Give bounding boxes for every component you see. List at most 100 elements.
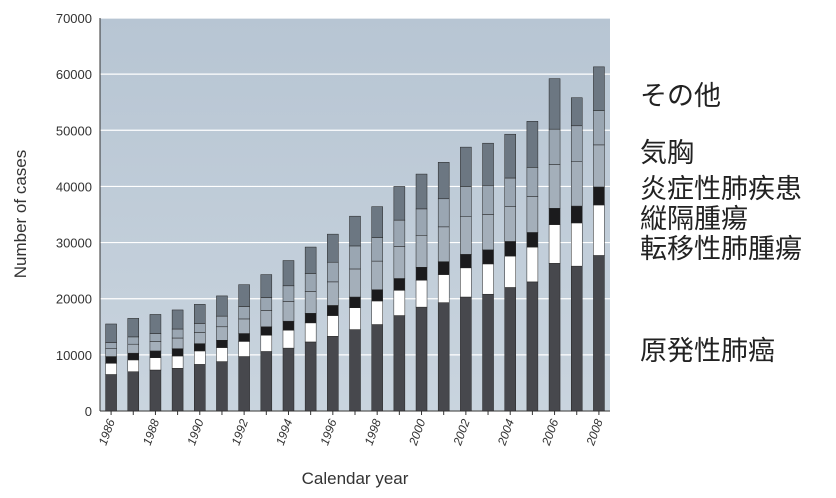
bar-segment [304, 322, 317, 343]
legend-label: 縦隔腫瘍 [640, 204, 748, 234]
bar-segment [304, 273, 317, 292]
bar-segment [504, 133, 516, 179]
bar-segment [171, 328, 184, 339]
bar-segment [548, 224, 561, 264]
bar-segment [460, 267, 472, 298]
bar-segment [371, 300, 383, 325]
bar-segment [149, 341, 162, 352]
bar-segment [349, 268, 361, 298]
legend-label: 気胸 [640, 138, 694, 168]
bar-segment [393, 290, 406, 316]
bar-segment [216, 347, 228, 362]
bar-segment [349, 296, 361, 308]
bar-segment [393, 315, 406, 412]
bar-segment [593, 66, 605, 111]
bar-segment [349, 245, 361, 270]
bar-segment [327, 305, 339, 316]
bar-segment [504, 177, 516, 207]
bar-segment [415, 173, 428, 210]
bar-segment [216, 326, 228, 341]
bar-segment [194, 332, 206, 344]
bar-segment [171, 368, 184, 412]
bar-segment [393, 246, 406, 279]
y-axis-label: Number of cases [11, 150, 30, 279]
bar-segment [482, 249, 494, 265]
bar-segment [570, 205, 583, 224]
bar-segment [460, 186, 472, 217]
x-tick-label: 2000 [406, 417, 429, 448]
bar-segment [282, 260, 295, 287]
bar-segment [105, 356, 117, 364]
bar-segment [504, 241, 516, 257]
x-tick-label: 1994 [273, 417, 295, 447]
bar-segment [238, 318, 250, 334]
bar-segment [393, 278, 406, 291]
bar-segment [460, 254, 472, 269]
bar-segment [593, 186, 605, 206]
bar-segment [171, 309, 184, 330]
bar-segment [282, 301, 295, 322]
bar-segment [194, 350, 206, 365]
bar-segment [304, 313, 317, 324]
bar-segment [570, 125, 583, 162]
bar-segment [127, 343, 140, 354]
bar-segment [327, 281, 339, 306]
bar-segment [105, 363, 117, 375]
bar-segment [437, 226, 450, 262]
bar-segment [460, 296, 472, 412]
bar-segment [526, 167, 539, 197]
bar-segment [260, 274, 273, 298]
bar-segment [194, 343, 206, 352]
bar-segment [327, 315, 339, 337]
y-tick-label: 0 [85, 404, 92, 419]
bar-segment [171, 337, 184, 349]
bar-segment [149, 350, 162, 358]
bar-segment [415, 306, 428, 412]
bar-segment [593, 204, 605, 256]
bar-segment [460, 216, 472, 255]
y-tick-label: 50000 [56, 123, 92, 138]
bar-segment [127, 352, 140, 361]
bar-segment [127, 336, 140, 345]
bar-segment [504, 206, 516, 242]
y-tick-label: 20000 [56, 292, 92, 307]
x-tick-label: 1996 [317, 417, 339, 447]
bar-segment [349, 215, 361, 247]
bar-segment [149, 333, 162, 342]
bar-segment [415, 235, 428, 268]
bar-segment [548, 164, 561, 209]
bar-segment [238, 333, 250, 342]
bar-segment [282, 285, 295, 302]
bar-segment [593, 110, 605, 146]
x-axis-label: Calendar year [302, 469, 409, 488]
bar-segment [504, 255, 516, 288]
bar-segment [105, 374, 117, 412]
bar-segment [482, 214, 494, 251]
bar-segment [260, 310, 273, 328]
bar-segment [127, 318, 140, 338]
bar-segment [526, 281, 539, 412]
bar-segment [260, 334, 273, 352]
bar-segment [260, 351, 273, 412]
bar-segment [482, 142, 494, 186]
bar-segment [327, 336, 339, 412]
y-tick-label: 40000 [56, 179, 92, 194]
bar-segment [194, 323, 206, 333]
bar-segment [238, 306, 250, 320]
bar-segment [216, 315, 228, 328]
x-tick-label: 2006 [539, 417, 562, 448]
bar-segment [526, 196, 539, 233]
bar-segment [393, 219, 406, 247]
bar-segment [548, 128, 561, 165]
x-tick-label: 2002 [450, 417, 473, 448]
bar-segment [526, 232, 539, 248]
bar-segment [327, 261, 339, 283]
bar-segment [437, 302, 450, 412]
bar-segment [504, 287, 516, 412]
bar-segment [460, 146, 472, 187]
bar-segment [371, 206, 383, 238]
bar-segment [327, 233, 339, 263]
bar-segment [216, 295, 228, 317]
bar-segment [415, 279, 428, 308]
